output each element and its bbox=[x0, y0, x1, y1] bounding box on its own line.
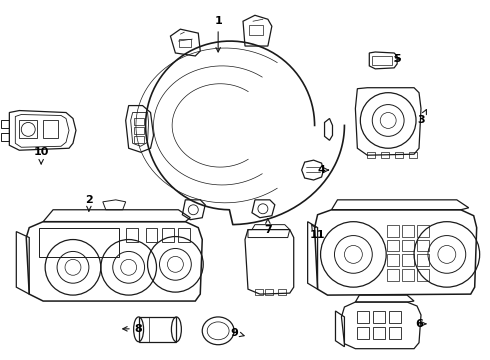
Bar bbox=[179, 39, 191, 47]
Bar bbox=[134, 136, 144, 143]
Bar bbox=[125, 228, 138, 242]
Bar bbox=[417, 239, 429, 251]
Text: 7: 7 bbox=[264, 219, 272, 235]
Text: 10: 10 bbox=[33, 147, 49, 164]
Text: 5: 5 bbox=[393, 54, 401, 64]
Bar bbox=[373, 327, 385, 339]
Bar bbox=[389, 311, 401, 323]
Text: 4: 4 bbox=[318, 165, 329, 175]
Bar bbox=[265, 289, 273, 295]
Bar bbox=[373, 311, 385, 323]
Bar bbox=[387, 255, 399, 266]
Bar bbox=[139, 317, 176, 342]
Bar bbox=[255, 289, 263, 295]
Bar bbox=[402, 239, 414, 251]
Bar bbox=[249, 25, 263, 35]
Bar bbox=[43, 121, 58, 138]
Bar bbox=[387, 239, 399, 251]
Bar bbox=[387, 269, 399, 281]
Bar bbox=[381, 152, 389, 158]
Bar bbox=[409, 152, 417, 158]
Bar bbox=[368, 152, 375, 158]
Text: 2: 2 bbox=[85, 195, 93, 211]
Text: 1: 1 bbox=[214, 16, 222, 52]
Bar bbox=[134, 118, 144, 125]
Bar bbox=[357, 311, 369, 323]
Text: 6: 6 bbox=[415, 319, 426, 329]
Bar bbox=[372, 56, 392, 65]
Bar bbox=[178, 228, 190, 242]
Bar bbox=[417, 255, 429, 266]
Bar bbox=[19, 121, 37, 138]
Text: 11: 11 bbox=[310, 224, 325, 239]
Bar bbox=[389, 327, 401, 339]
Bar bbox=[146, 228, 157, 242]
Bar bbox=[357, 327, 369, 339]
Bar bbox=[402, 255, 414, 266]
Bar bbox=[163, 228, 174, 242]
Text: 3: 3 bbox=[417, 109, 426, 126]
Text: 9: 9 bbox=[230, 328, 244, 338]
Bar bbox=[278, 289, 286, 295]
Bar bbox=[417, 225, 429, 237]
Bar bbox=[402, 225, 414, 237]
Bar bbox=[402, 269, 414, 281]
Bar bbox=[134, 127, 144, 134]
Bar bbox=[417, 269, 429, 281]
Bar bbox=[387, 225, 399, 237]
Bar bbox=[39, 228, 119, 257]
Text: 8: 8 bbox=[122, 324, 143, 334]
Bar bbox=[395, 152, 403, 158]
